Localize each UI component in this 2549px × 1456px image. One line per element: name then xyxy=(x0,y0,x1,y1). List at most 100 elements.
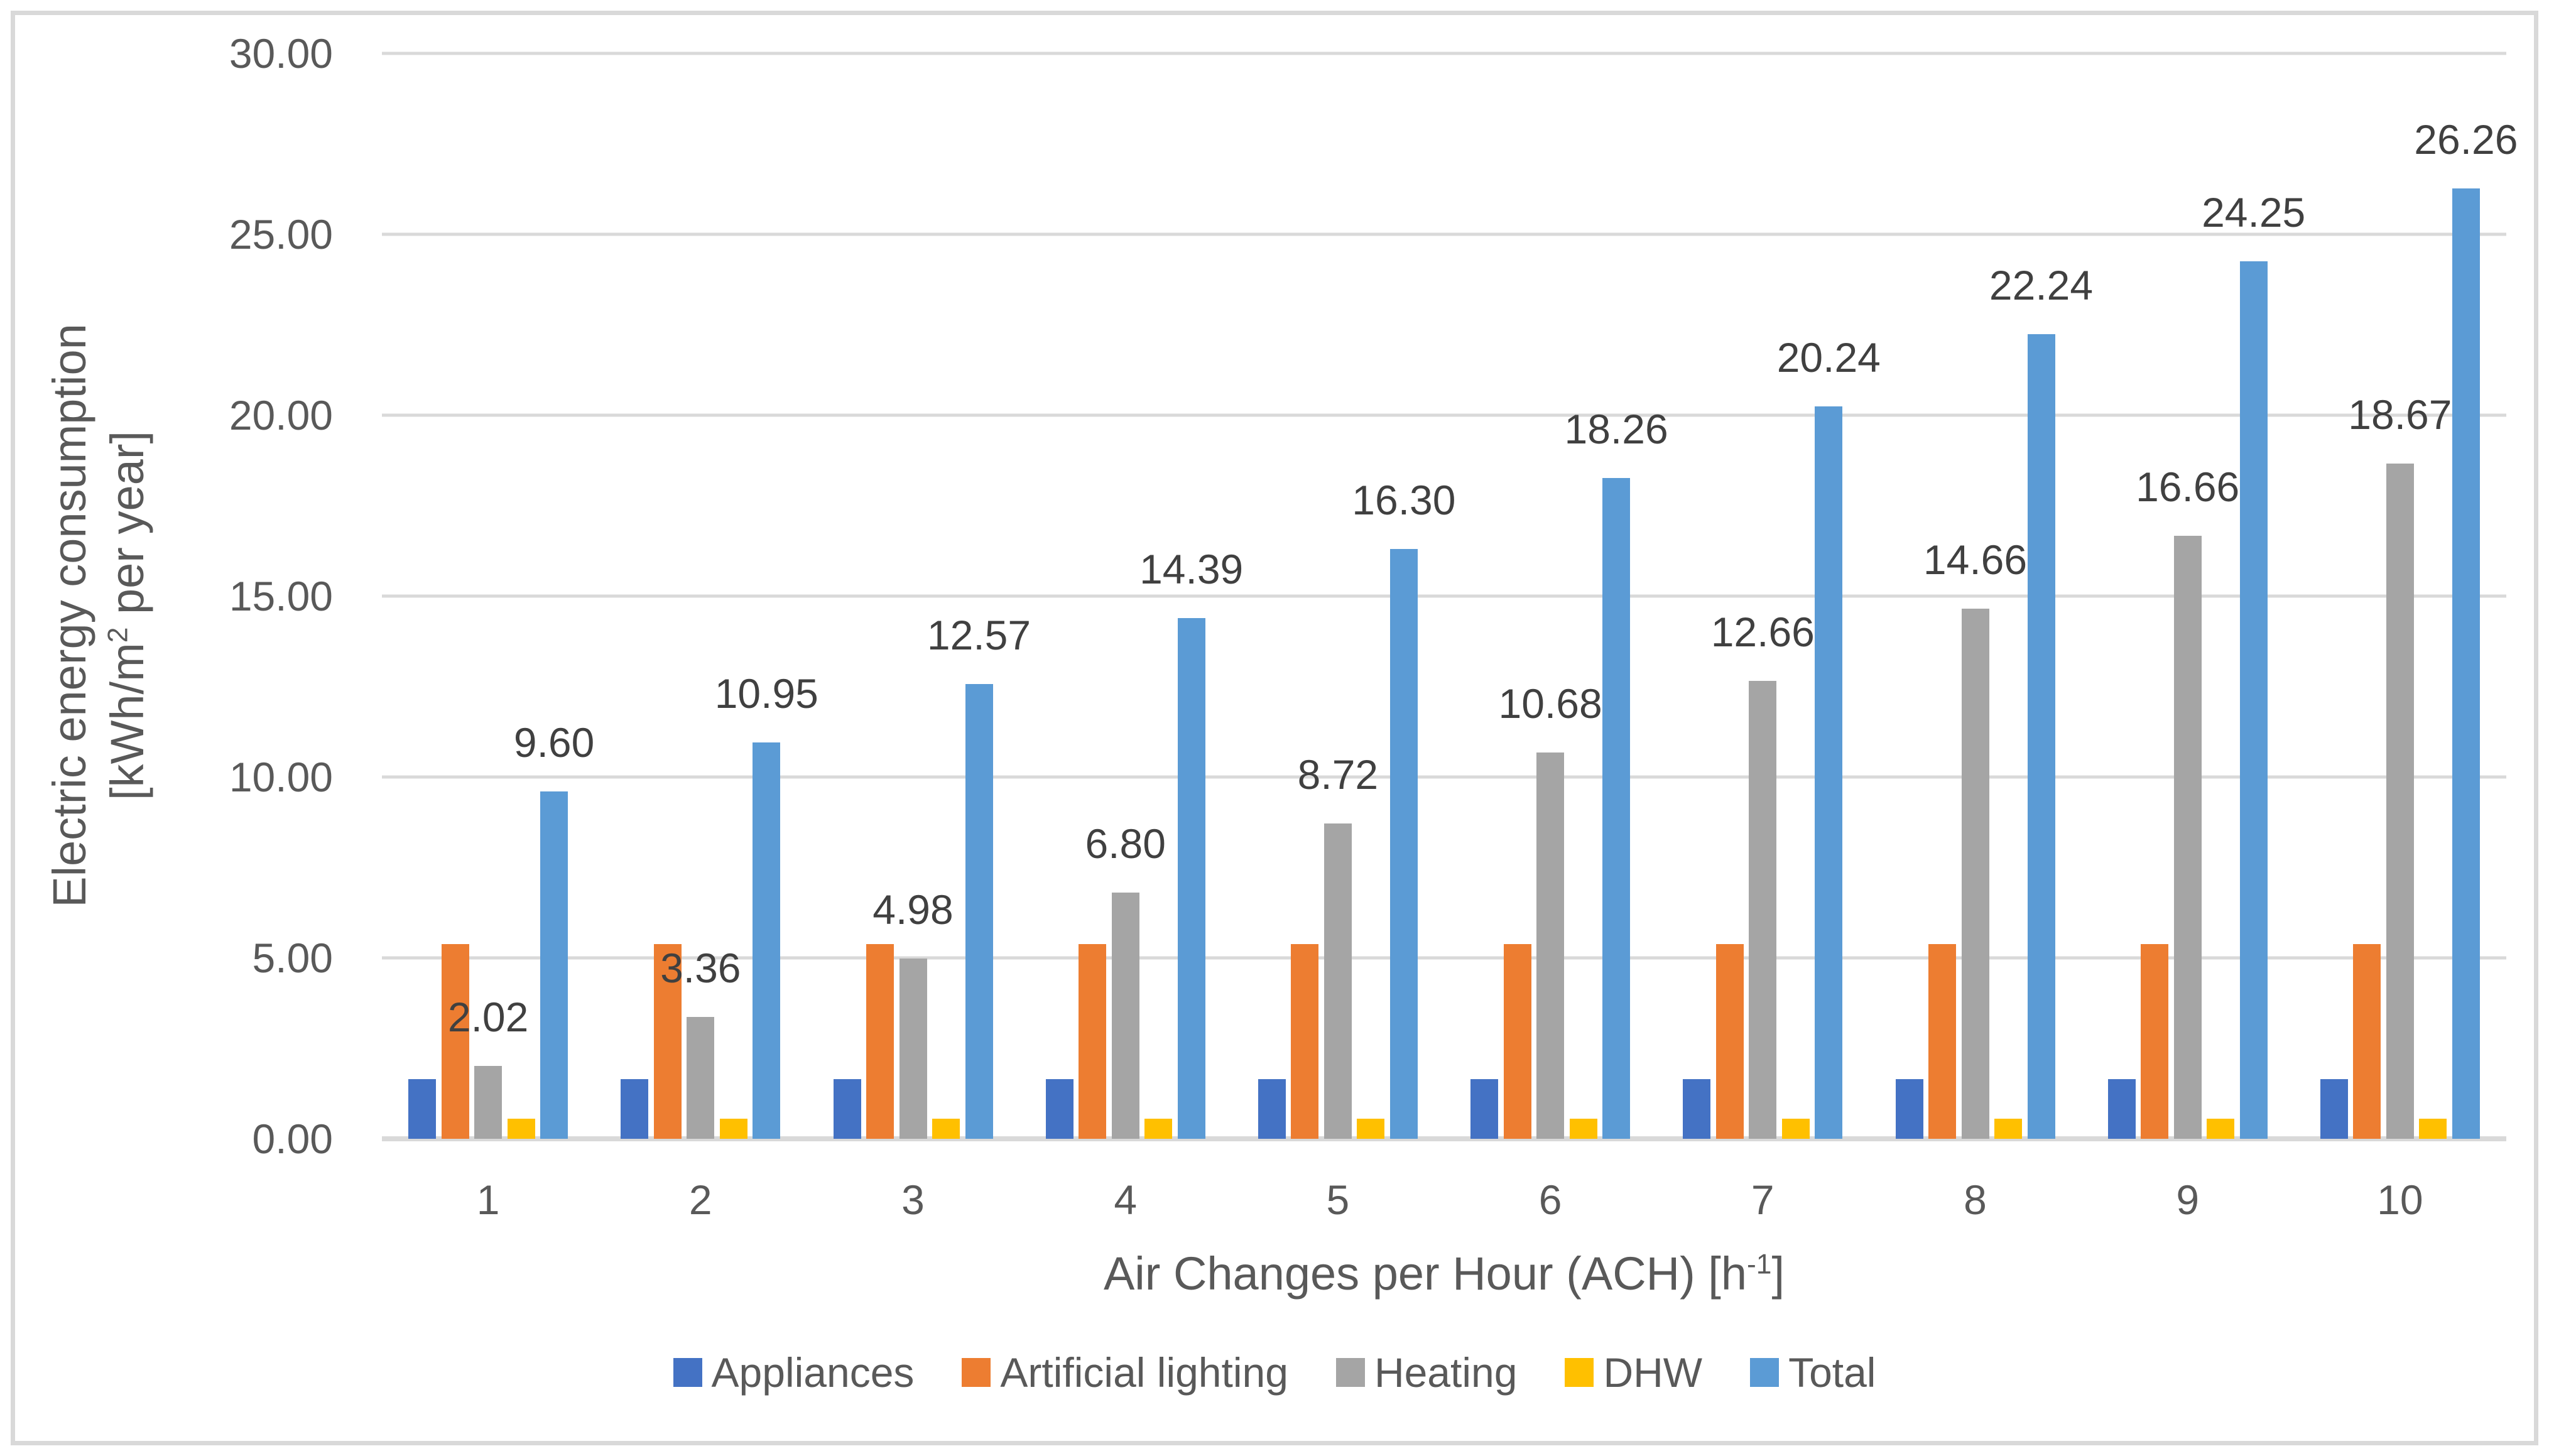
data-label-total-ach-8: 22.24 xyxy=(1989,261,2094,308)
data-label-total-ach-1: 9.60 xyxy=(513,719,595,766)
bar-dhw-ach-9 xyxy=(2207,1119,2235,1139)
y-tick-label-15.00: 15.00 xyxy=(229,573,333,619)
data-label-heating-ach-7: 12.66 xyxy=(1710,608,1815,655)
legend-label: Artificial lighting xyxy=(1000,1349,1288,1396)
bar-total-ach-4 xyxy=(1177,618,1205,1139)
bar-artificial-lighting-ach-5 xyxy=(1291,944,1319,1139)
x-tick-label-7: 7 xyxy=(1751,1176,1775,1223)
legend-item-dhw: DHW xyxy=(1565,1349,1702,1396)
bar-heating-ach-2 xyxy=(687,1017,715,1139)
data-label-heating-ach-2: 3.36 xyxy=(660,945,741,992)
legend-label: Heating xyxy=(1374,1349,1518,1396)
y-tick-label-30.00: 30.00 xyxy=(229,30,333,77)
bar-heating-ach-1 xyxy=(474,1065,503,1139)
bar-artificial-lighting-ach-6 xyxy=(1503,944,1531,1139)
gridline-y-30 xyxy=(382,52,2506,55)
y-tick-label-20.00: 20.00 xyxy=(229,392,333,438)
bar-artificial-lighting-ach-1 xyxy=(441,944,469,1139)
bar-dhw-ach-5 xyxy=(1357,1119,1385,1139)
bar-artificial-lighting-ach-9 xyxy=(2141,944,2169,1139)
bar-dhw-ach-6 xyxy=(1569,1119,1597,1139)
bar-heating-ach-10 xyxy=(2386,463,2414,1139)
bar-heating-ach-5 xyxy=(1323,823,1352,1139)
bar-dhw-ach-4 xyxy=(1144,1119,1173,1139)
bar-appliances-ach-2 xyxy=(621,1078,649,1139)
x-tick-label-1: 1 xyxy=(476,1176,500,1223)
legend-swatch-icon xyxy=(1565,1358,1594,1387)
gridline-y-15 xyxy=(382,594,2506,598)
x-axis-superscript: -1 xyxy=(1747,1249,1772,1280)
gridline-y-25 xyxy=(382,232,2506,236)
bar-dhw-ach-3 xyxy=(932,1119,960,1139)
x-tick-label-3: 3 xyxy=(901,1176,925,1223)
bar-appliances-ach-9 xyxy=(2107,1078,2136,1139)
bar-heating-ach-6 xyxy=(1536,752,1565,1139)
plot-area: 2.02 9.60 3.36 10.95 4.98 12.57 6.80 14.39 8.72 1… xyxy=(382,52,2518,1141)
bar-appliances-ach-1 xyxy=(408,1078,437,1139)
legend-label: Appliances xyxy=(711,1349,915,1396)
bar-total-ach-3 xyxy=(965,683,993,1139)
y-tick-label-0.00: 0.00 xyxy=(252,1116,333,1162)
y-tick-label-10.00: 10.00 xyxy=(229,754,333,800)
bar-artificial-lighting-ach-3 xyxy=(866,944,894,1139)
bar-artificial-lighting-ach-7 xyxy=(1715,944,1744,1139)
data-label-heating-ach-8: 14.66 xyxy=(1923,536,2028,583)
bar-artificial-lighting-ach-8 xyxy=(1928,944,1956,1139)
bar-total-ach-1 xyxy=(540,791,568,1139)
data-label-total-ach-6: 18.26 xyxy=(1564,406,1668,453)
x-tick-label-2: 2 xyxy=(688,1176,712,1223)
x-tick-label-8: 8 xyxy=(1964,1176,1987,1223)
bar-total-ach-8 xyxy=(2027,334,2055,1139)
legend-item-heating: Heating xyxy=(1335,1349,1518,1396)
data-label-total-ach-4: 14.39 xyxy=(1139,546,1244,593)
data-label-total-ach-10: 26.26 xyxy=(2414,116,2518,163)
bar-appliances-ach-7 xyxy=(1683,1078,1711,1139)
bar-appliances-ach-4 xyxy=(1045,1078,1073,1139)
bar-dhw-ach-10 xyxy=(2419,1119,2447,1139)
data-label-total-ach-2: 10.95 xyxy=(714,670,818,717)
data-label-total-ach-9: 24.25 xyxy=(2202,189,2306,236)
legend-item-total: Total xyxy=(1750,1349,1876,1396)
gridline-y-5 xyxy=(382,956,2506,960)
y-tick-label-25.00: 25.00 xyxy=(229,211,333,258)
legend-swatch-icon xyxy=(1335,1358,1365,1387)
bar-dhw-ach-1 xyxy=(507,1119,535,1139)
bar-heating-ach-3 xyxy=(899,959,927,1139)
legend-swatch-icon xyxy=(673,1358,702,1387)
bar-appliances-ach-5 xyxy=(1258,1078,1286,1139)
bar-heating-ach-8 xyxy=(1961,608,1989,1139)
x-tick-label-6: 6 xyxy=(1538,1176,1562,1223)
gridline-y-20 xyxy=(382,413,2506,417)
x-tick-label-4: 4 xyxy=(1114,1176,1138,1223)
x-tick-label-9: 9 xyxy=(2176,1176,2200,1223)
data-label-heating-ach-6: 10.68 xyxy=(1498,680,1602,727)
bar-artificial-lighting-ach-4 xyxy=(1079,944,1107,1139)
data-label-heating-ach-4: 6.80 xyxy=(1085,820,1166,867)
bar-appliances-ach-3 xyxy=(833,1078,861,1139)
bar-total-ach-10 xyxy=(2452,188,2480,1139)
x-tick-label-10: 10 xyxy=(2377,1176,2423,1223)
x-axis-title: Air Changes per Hour (ACH) [h-1] xyxy=(1103,1247,1785,1300)
bar-appliances-ach-10 xyxy=(2320,1078,2348,1139)
data-label-total-ach-5: 16.30 xyxy=(1352,477,1456,524)
legend-swatch-icon xyxy=(962,1358,991,1387)
bar-dhw-ach-2 xyxy=(719,1119,747,1139)
bar-artificial-lighting-ach-10 xyxy=(2353,944,2381,1139)
data-label-heating-ach-9: 16.66 xyxy=(2136,464,2240,511)
bar-appliances-ach-8 xyxy=(1895,1078,1923,1139)
x-tick-label-5: 5 xyxy=(1326,1176,1350,1223)
legend-label: Total xyxy=(1788,1349,1876,1396)
bar-total-ach-6 xyxy=(1602,478,1631,1139)
bar-heating-ach-4 xyxy=(1111,893,1139,1139)
y-axis-superscript: 2 xyxy=(102,627,134,643)
bar-dhw-ach-8 xyxy=(1994,1119,2022,1139)
bar-artificial-lighting-ach-2 xyxy=(653,944,682,1139)
gridline-y-10 xyxy=(382,775,2506,779)
data-label-heating-ach-10: 18.67 xyxy=(2348,391,2452,438)
x-axis-line xyxy=(382,1136,2506,1141)
legend-item-appliances: Appliances xyxy=(673,1349,915,1396)
data-label-heating-ach-3: 4.98 xyxy=(872,886,954,933)
bar-heating-ach-9 xyxy=(2173,536,2202,1139)
bar-total-ach-9 xyxy=(2239,261,2268,1139)
